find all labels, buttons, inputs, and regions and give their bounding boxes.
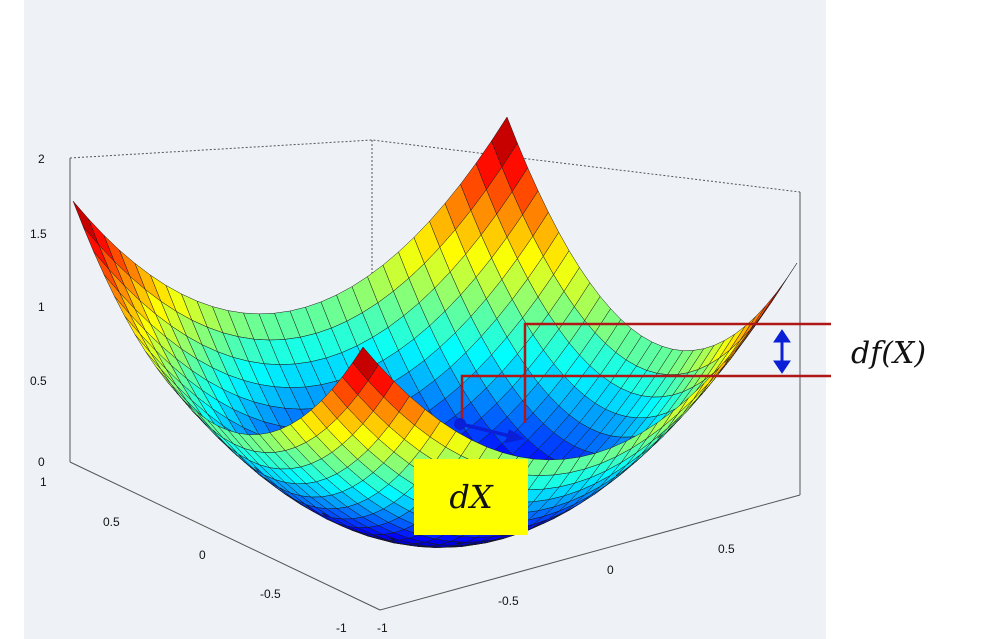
paraboloid-surface [72,116,798,548]
lower-level-line [460,374,831,423]
z-tick-label: 0 [38,455,45,469]
dfx-label: df(X) [851,336,926,371]
start-point-dot [454,418,466,430]
back-wall-outline [69,139,801,193]
x-tick-label: 0 [199,548,206,562]
x-tick-label: -1 [336,621,347,635]
x-tick-label: -0.5 [260,587,281,601]
z-tick-label: 0.5 [30,374,47,388]
dx-vector [454,418,525,443]
dx-label: dX [449,478,493,516]
double-arrow-head-up [773,329,791,343]
annotations: dX df(X) [414,322,926,535]
double-arrow-head-down [773,360,791,374]
dx-label-box [414,459,528,535]
y-axis-floor [379,494,801,611]
df-bracket [460,322,831,423]
y-tick-label: -1 [377,621,388,635]
upper-level-line [523,322,831,423]
y-tick-label: 0 [607,563,614,577]
x-tick-label: 0.5 [103,515,120,529]
x-axis-ticks: 1 0.5 0 -0.5 -1 [40,475,347,635]
x-tick-label: 1 [40,475,47,489]
y-tick-label: 0.5 [718,542,735,556]
z-axis-ticks: 0 0.5 1 1.5 2 [30,152,47,469]
y-tick-label: -0.5 [498,594,519,608]
dx-vector-shaft [460,422,515,439]
y-axis-ticks: -1 -0.5 0 0.5 [377,542,735,635]
z-tick-label: 1 [38,300,45,314]
df-double-arrow [773,329,791,374]
x-axis-floor [69,461,381,611]
dx-vector-head [505,429,525,443]
surface-patch [770,262,798,303]
z-tick-label: 1.5 [30,227,47,241]
z-tick-label: 2 [38,152,45,166]
